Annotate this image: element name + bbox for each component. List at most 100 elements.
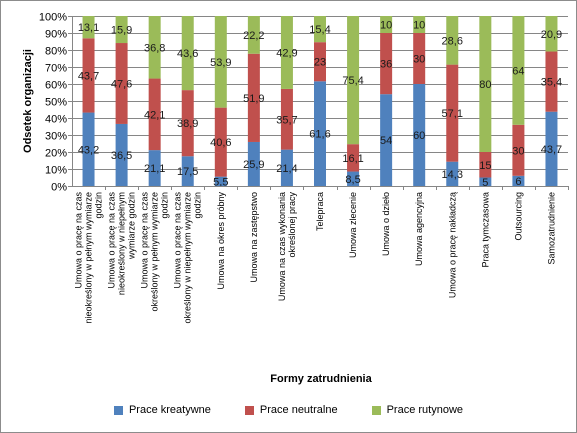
- x-tick-label: Umowa na czas wykonaniaokreślonej pracy: [277, 192, 297, 302]
- x-tick-label-line: Umowa o dzieło: [381, 192, 391, 256]
- data-label: 22,2: [243, 30, 264, 42]
- data-label: 13,1: [78, 22, 99, 34]
- data-label: 17,5: [177, 166, 198, 178]
- x-tick-label-line: Outsourcing: [513, 192, 523, 241]
- x-tick-label: Praca tymczasowa: [480, 192, 490, 268]
- x-tick-label: Telepraca: [315, 192, 325, 231]
- bar-segment: [314, 81, 326, 186]
- x-tick-labels: Umowa o pracę na czasnieokreślony w pełn…: [74, 186, 569, 324]
- y-tick-label: 30%: [45, 131, 67, 143]
- bar-segment: [115, 123, 128, 186]
- bar-segment: [82, 38, 95, 113]
- x-tick-label: Umowa o pracę nakładczą: [447, 192, 457, 298]
- x-tick-label-line: Umowa o pracę na czas: [140, 192, 150, 289]
- bar-segment: [512, 16, 525, 125]
- legend: Prace kreatywne Prace neutralne Prace ru…: [0, 404, 577, 416]
- data-label: 75,4: [342, 75, 363, 87]
- data-label: 21,4: [276, 163, 297, 175]
- legend-label: Prace kreatywne: [128, 404, 211, 416]
- x-tick-label-line: Praca tymczasowa: [480, 192, 490, 268]
- legend-swatch-blue: [113, 405, 123, 415]
- bar-segment: [446, 16, 459, 65]
- data-label: 43,7: [541, 144, 562, 156]
- x-tick-label-line: Umowa agencyjna: [414, 192, 424, 266]
- bar-segment: [512, 175, 525, 186]
- y-tick-label: 90%: [45, 29, 67, 41]
- legend-label: Prace rutynowe: [386, 404, 464, 416]
- bar-segment: [380, 33, 393, 95]
- data-label: 38,9: [177, 118, 198, 130]
- data-label: 43,6: [177, 48, 198, 60]
- x-axis-title: Formy zatrudnienia: [270, 373, 372, 385]
- legend-label: Prace neutralne: [259, 404, 338, 416]
- bar-segment: [148, 16, 161, 79]
- bar-segment: [280, 88, 293, 150]
- legend-item-creative: Prace kreatywne: [113, 404, 211, 416]
- data-label: 54: [380, 135, 392, 147]
- x-tick-label: Umowa na okres próbny: [216, 192, 226, 290]
- legend-item-neutral: Prace neutralne: [244, 404, 338, 416]
- bar-segment: [314, 16, 326, 43]
- legend-swatch-green: [371, 405, 381, 415]
- data-label: 8,5: [345, 174, 360, 186]
- x-tick-label: Umowa o pracę na czasokreślony w niepełn…: [173, 192, 203, 324]
- data-label: 47,6: [111, 78, 132, 90]
- y-tick-labels: 0% 10% 20% 30% 40% 50% 60% 70% 80% 90% 100%: [39, 12, 67, 194]
- data-label: 40,6: [210, 137, 231, 149]
- bar-segment: [280, 16, 293, 89]
- bar-segment: [545, 51, 558, 112]
- data-label: 35,4: [541, 77, 562, 89]
- y-tick-label: 40%: [45, 114, 67, 126]
- bar-segment: [82, 16, 95, 39]
- data-label: 64: [512, 65, 524, 77]
- bar-segment: [181, 156, 194, 186]
- x-tick-label-line: określony w niepełnym wymiarze: [183, 192, 193, 324]
- bar-segment: [214, 16, 227, 108]
- bar-segment: [479, 152, 492, 178]
- x-tick-label-line: Telepraca: [315, 192, 325, 231]
- bar-segment: [247, 16, 260, 54]
- y-tick-label: 80%: [45, 46, 67, 58]
- bars: [82, 16, 558, 186]
- x-tick-label: Umowa zlecenie: [348, 192, 358, 258]
- bar-segment: [214, 176, 227, 186]
- data-label: 20,9: [541, 29, 562, 41]
- bar-segment: [479, 16, 492, 152]
- bar-segment: [413, 84, 426, 186]
- data-label: 30: [413, 54, 425, 66]
- x-tick-label: Umowa o pracę na czasnieokreślony w niep…: [107, 192, 137, 296]
- bar-segment: [347, 16, 360, 145]
- data-label: 43,2: [78, 144, 99, 156]
- bar-segment: [347, 144, 360, 172]
- x-tick-label: Umowa o pracę na czasnieokreślony w pełn…: [74, 192, 104, 324]
- data-label: 10: [413, 20, 425, 32]
- bar-segment: [115, 43, 128, 124]
- x-tick-label-line: godzin: [160, 192, 170, 219]
- x-tick-label: Samozatrudnienie: [546, 192, 556, 265]
- data-label: 15,4: [309, 24, 330, 36]
- data-label: 28,6: [442, 35, 463, 47]
- data-label: 5: [482, 177, 488, 189]
- legend-swatch-red: [244, 405, 254, 415]
- data-label: 80: [479, 79, 491, 91]
- y-tick-label: 100%: [39, 12, 67, 24]
- x-tick-label-line: nieokreślony w niepełnym: [117, 192, 127, 295]
- data-label: 42,1: [144, 109, 165, 121]
- x-tick-label-line: Umowa o pracę na czas: [173, 192, 183, 289]
- x-tick-label-line: Umowa na zastępstwo: [249, 192, 259, 283]
- x-tick-label: Outsourcing: [513, 192, 523, 241]
- bar-segment: [545, 16, 558, 52]
- data-label: 42,9: [276, 47, 297, 59]
- data-label: 53,9: [210, 57, 231, 69]
- data-label: 35,7: [276, 114, 297, 126]
- y-tick-label: 10%: [45, 165, 67, 177]
- x-tick-label-line: godzin: [94, 192, 104, 219]
- x-tick-label-line: Umowa na czas wykonania: [277, 192, 287, 301]
- x-tick-label: Umowa o dzieło: [381, 192, 391, 256]
- bar-segment: [181, 16, 194, 91]
- bar-segment: [314, 42, 326, 82]
- data-label: 16,1: [342, 153, 363, 165]
- y-axis-title: Odsetek organizacji: [22, 49, 34, 153]
- data-label: 15: [479, 160, 491, 172]
- data-label: 57,1: [442, 108, 463, 120]
